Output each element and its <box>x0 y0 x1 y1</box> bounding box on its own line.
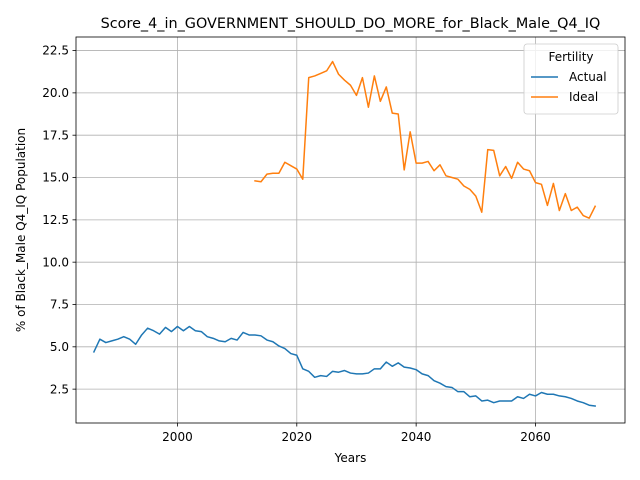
y-tick-label: 2.5 <box>50 382 69 396</box>
series-line-ideal <box>254 60 597 219</box>
y-tick-label: 5.0 <box>50 340 69 354</box>
series-line-actual <box>92 325 597 407</box>
chart-title: Score_4_in_GOVERNMENT_SHOULD_DO_MORE_for… <box>101 16 601 32</box>
y-tick-label: 15.0 <box>42 171 69 185</box>
y-tick-label: 17.5 <box>42 128 69 142</box>
legend-label-ideal: Ideal <box>569 90 598 104</box>
x-axis-ticks: 2000 2020 2040 2060 <box>162 423 551 444</box>
legend-label-actual: Actual <box>569 70 607 84</box>
y-tick-label: 20.0 <box>42 86 69 100</box>
x-tick-label: 2060 <box>520 430 551 444</box>
y-tick-label: 12.5 <box>42 213 69 227</box>
y-axis-label: % of Black_Male Q4_IQ Population <box>14 128 28 332</box>
y-axis-ticks: 2.5 5.0 7.5 10.0 12.5 15.0 17.5 20.0 22.5 <box>42 44 76 396</box>
axes-frame <box>75 36 626 424</box>
x-tick-label: 2040 <box>401 430 432 444</box>
legend: Fertility Actual Ideal <box>523 43 619 115</box>
legend-title: Fertility <box>548 50 593 64</box>
series-layer <box>92 60 597 407</box>
y-tick-label: 7.5 <box>50 298 69 312</box>
x-axis-label: Years <box>334 451 367 465</box>
y-tick-label: 22.5 <box>42 44 69 58</box>
grid <box>76 37 625 423</box>
y-tick-label: 10.0 <box>42 255 69 269</box>
x-tick-label: 2020 <box>282 430 313 444</box>
x-tick-label: 2000 <box>162 430 193 444</box>
